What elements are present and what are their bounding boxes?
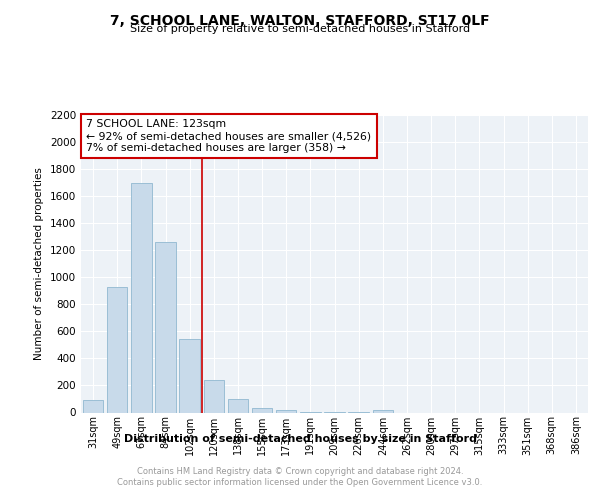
Bar (373, 410, 393, 412)
Text: Contains HM Land Registry data © Crown copyright and database right 2024.
Contai: Contains HM Land Registry data © Crown c… (118, 468, 482, 487)
Bar (203, 380, 224, 412)
Bar (252, 408, 272, 412)
Text: 7, SCHOOL LANE, WALTON, STAFFORD, ST17 0LF: 7, SCHOOL LANE, WALTON, STAFFORD, ST17 0… (110, 14, 490, 28)
Bar (227, 399, 248, 412)
Bar (179, 340, 200, 412)
Bar (131, 182, 152, 412)
Text: Size of property relative to semi-detached houses in Stafford: Size of property relative to semi-detach… (130, 24, 470, 34)
Bar (83, 400, 103, 412)
Y-axis label: Number of semi-detached properties: Number of semi-detached properties (34, 168, 44, 360)
Text: 7 SCHOOL LANE: 123sqm
← 92% of semi-detached houses are smaller (4,526)
7% of se: 7 SCHOOL LANE: 123sqm ← 92% of semi-deta… (86, 120, 371, 152)
Bar (107, 286, 127, 412)
Text: Distribution of semi-detached houses by size in Stafford: Distribution of semi-detached houses by … (124, 434, 476, 444)
Bar (276, 410, 296, 412)
Bar (155, 242, 176, 412)
